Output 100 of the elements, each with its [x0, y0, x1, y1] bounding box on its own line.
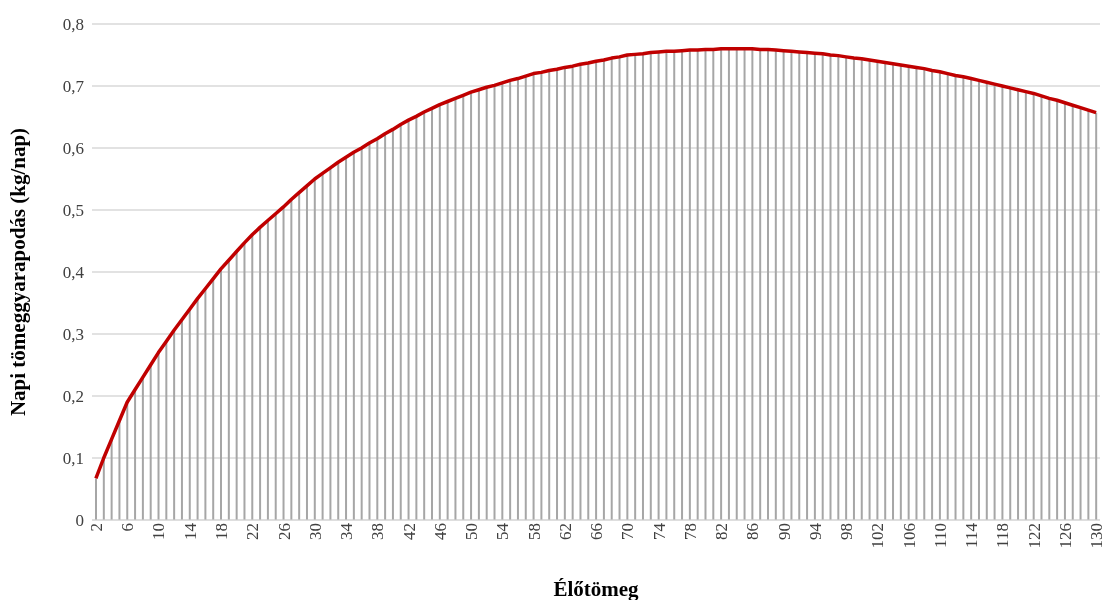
bar	[1048, 98, 1051, 520]
x-tick-label: 114	[962, 522, 982, 548]
bar	[1063, 102, 1066, 520]
bar	[173, 330, 176, 520]
x-tick-label: 98	[837, 523, 857, 540]
y-tick-label: 0,3	[62, 325, 84, 345]
x-tick-label: 10	[149, 523, 169, 540]
bar	[290, 199, 293, 520]
bar	[399, 124, 402, 520]
bar	[524, 76, 527, 520]
bar	[735, 48, 738, 520]
x-tick-label: 38	[368, 523, 388, 540]
y-axis-title: Napi tömeggyarapodás (kg/nap)	[6, 127, 31, 417]
bar	[149, 365, 152, 520]
bar	[743, 48, 746, 520]
bar	[368, 143, 371, 520]
bar	[1079, 107, 1082, 520]
bar	[556, 69, 559, 520]
bar	[141, 377, 144, 520]
bar	[313, 179, 316, 520]
bar	[884, 62, 887, 520]
y-tick-label: 0,1	[62, 449, 84, 469]
y-tick-label: 0	[75, 511, 84, 531]
bar	[876, 61, 879, 520]
bar	[813, 53, 816, 520]
bar	[345, 157, 348, 520]
x-tick-label: 34	[337, 522, 357, 540]
bar	[571, 66, 574, 520]
bar	[860, 58, 863, 520]
bar	[962, 76, 965, 520]
bar	[360, 148, 363, 520]
bar	[516, 78, 519, 520]
bar	[1001, 86, 1004, 520]
bar	[595, 61, 598, 520]
bar	[782, 50, 785, 520]
bar	[954, 75, 957, 520]
y-tick-label: 0,8	[62, 15, 84, 35]
bar	[610, 58, 613, 520]
bar	[767, 49, 769, 520]
bar	[462, 95, 465, 520]
bar	[673, 51, 676, 520]
bar	[501, 82, 504, 520]
bar	[790, 51, 793, 520]
x-axis-title: Élőtömeg	[553, 577, 640, 601]
bar	[892, 63, 895, 520]
x-tick-label: 42	[399, 523, 419, 540]
x-tick-label: 110	[930, 523, 950, 548]
bar	[774, 50, 777, 520]
bar	[798, 51, 801, 520]
bar	[243, 242, 246, 520]
x-tick-label: 106	[899, 523, 919, 549]
bar	[204, 288, 207, 520]
x-tick-label: 94	[805, 522, 825, 540]
x-tick-label: 122	[1024, 523, 1044, 549]
y-tick-label: 0,5	[62, 201, 84, 221]
bar	[259, 227, 262, 520]
bar	[970, 78, 973, 520]
bar	[540, 72, 543, 520]
bar	[665, 51, 668, 520]
bar	[509, 80, 512, 520]
bar	[431, 108, 433, 520]
bar	[454, 98, 457, 520]
x-tick-label: 118	[993, 523, 1013, 548]
bar	[415, 116, 418, 520]
bar	[266, 220, 269, 520]
bar	[649, 52, 652, 520]
bar	[196, 298, 199, 520]
bar	[641, 53, 644, 520]
bar	[657, 51, 660, 520]
x-tick-label: 14	[180, 522, 200, 540]
bar	[384, 133, 387, 520]
bar	[470, 92, 473, 520]
bar	[1009, 87, 1012, 520]
bar	[446, 101, 449, 520]
bar	[1032, 93, 1035, 520]
x-tick-label: 86	[743, 523, 763, 540]
bar	[1087, 110, 1090, 520]
x-tick-label: 26	[274, 523, 294, 540]
x-tick-label: 90	[774, 523, 794, 540]
bar	[376, 138, 379, 520]
bar	[165, 341, 168, 520]
bar	[423, 112, 426, 520]
bar	[438, 104, 441, 520]
bar	[1056, 100, 1059, 520]
bar	[321, 173, 324, 520]
x-tick-label: 66	[587, 523, 607, 540]
bar	[337, 162, 340, 520]
x-tick-label: 58	[524, 523, 544, 540]
bar	[845, 56, 848, 520]
bar	[579, 64, 582, 520]
y-tick-label: 0,4	[62, 263, 85, 283]
bar	[251, 234, 254, 520]
bar	[587, 63, 590, 520]
bar	[751, 48, 754, 520]
bar	[1095, 112, 1098, 520]
x-tick-label: 46	[430, 523, 450, 540]
bar	[298, 192, 301, 520]
bar	[485, 87, 488, 520]
bar	[102, 458, 105, 520]
bar	[923, 68, 926, 520]
